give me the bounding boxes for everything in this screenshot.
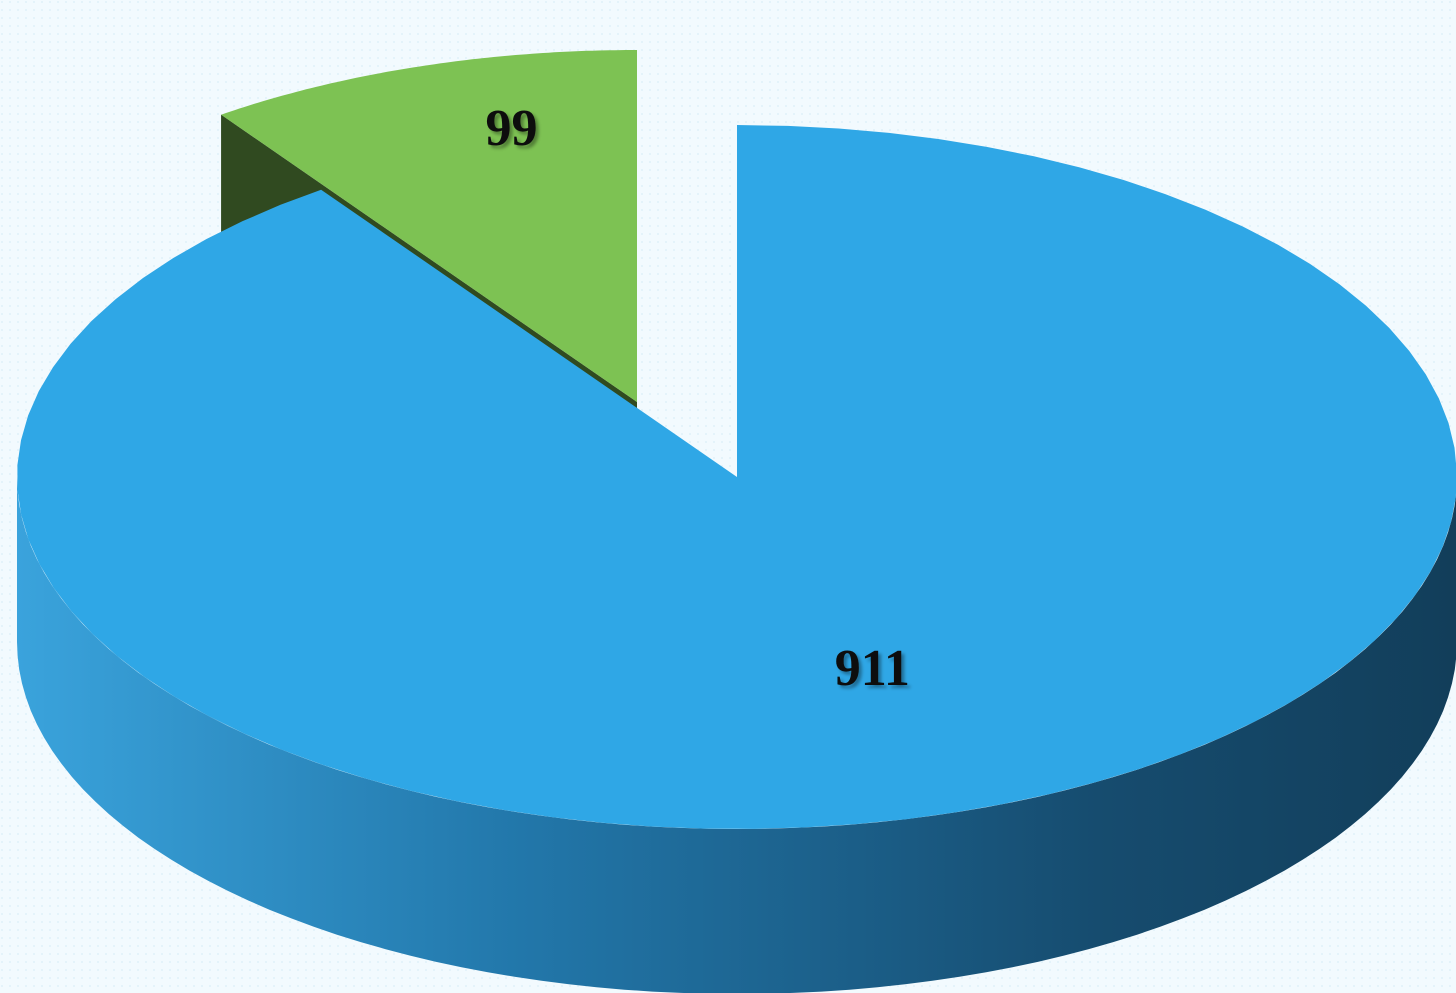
pie-slice-1-side	[17, 477, 1456, 993]
pie-slice-1	[17, 125, 1456, 993]
data-label-slice-2: 99	[486, 100, 538, 157]
data-label-slice-1: 911	[835, 640, 910, 697]
pie-slice-1-top	[17, 125, 1456, 829]
pie-slice-2-top	[221, 50, 637, 402]
